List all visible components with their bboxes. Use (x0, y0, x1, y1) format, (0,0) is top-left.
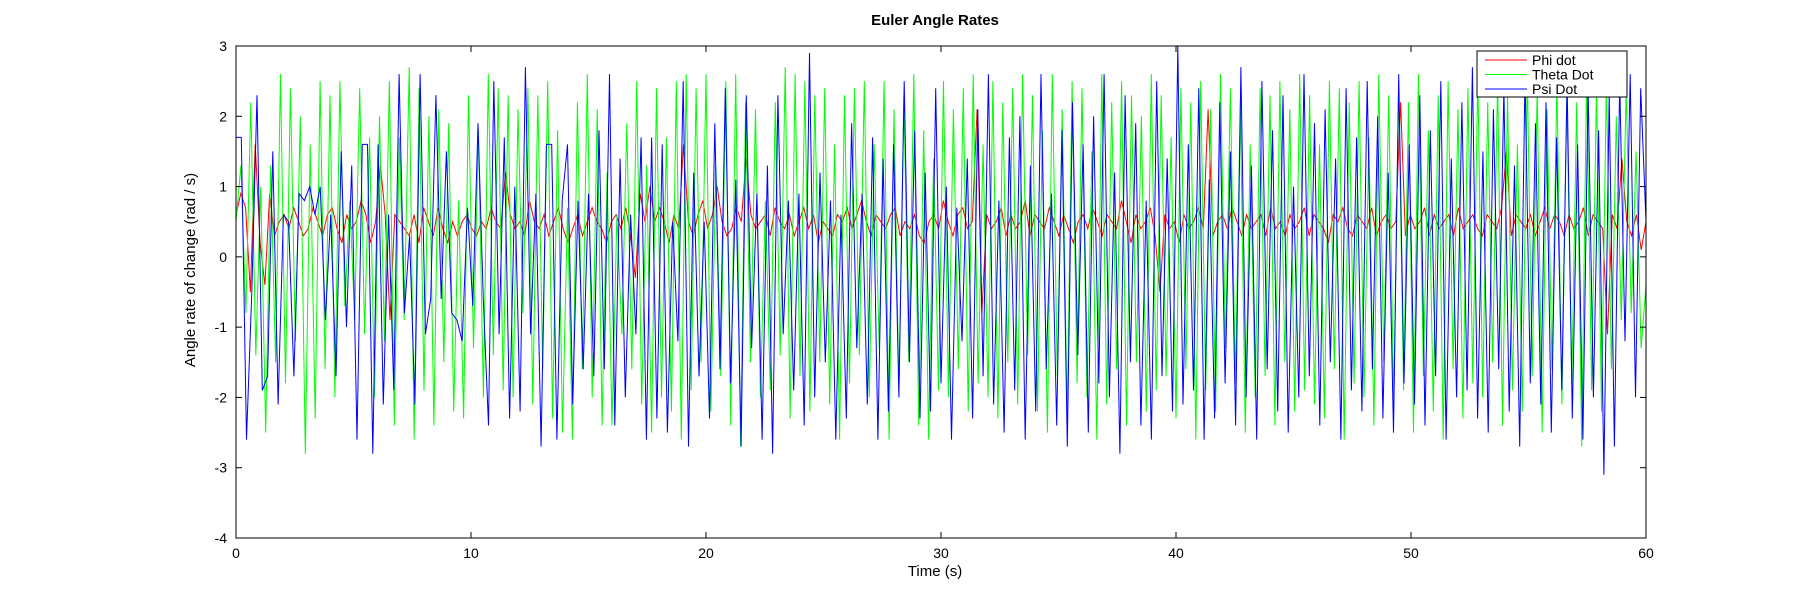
x-tick-label: 60 (1638, 545, 1654, 561)
x-axis-label: Time (s) (908, 563, 962, 580)
x-tick-label: 20 (698, 545, 714, 561)
ticks-layer: 0 10 20 30 40 50 60 -4 -3 -2 -1 0 1 2 3 (215, 38, 1654, 561)
y-tick-label: 0 (219, 249, 227, 265)
series-layer (235, 45, 1647, 475)
y-tick-label: -1 (215, 319, 228, 335)
x-tick-label: 50 (1403, 545, 1419, 561)
legend-label: Theta Dot (1532, 67, 1594, 83)
y-axis-label: Angle rate of change (rad / s) (182, 173, 199, 367)
y-tick-label: -4 (215, 530, 228, 546)
y-tick-label: -3 (215, 460, 228, 476)
x-tick-label: 0 (232, 545, 240, 561)
plot-frame (235, 45, 1647, 539)
series-line-theta-dot (235, 67, 1647, 454)
x-tick-label: 10 (463, 545, 479, 561)
y-tick-label: 1 (219, 179, 227, 195)
series-line-psi-dot (236, 45, 1647, 475)
x-tick-label: 30 (933, 545, 949, 561)
chart-title: Euler Angle Rates (871, 12, 999, 29)
y-tick-label: 3 (219, 38, 227, 54)
x-tick-label: 40 (1168, 545, 1184, 561)
legend-label: Phi dot (1532, 52, 1576, 68)
y-tick-label: 2 (219, 108, 227, 124)
y-tick-label: -2 (215, 389, 228, 405)
legend-label: Psi Dot (1532, 81, 1577, 97)
